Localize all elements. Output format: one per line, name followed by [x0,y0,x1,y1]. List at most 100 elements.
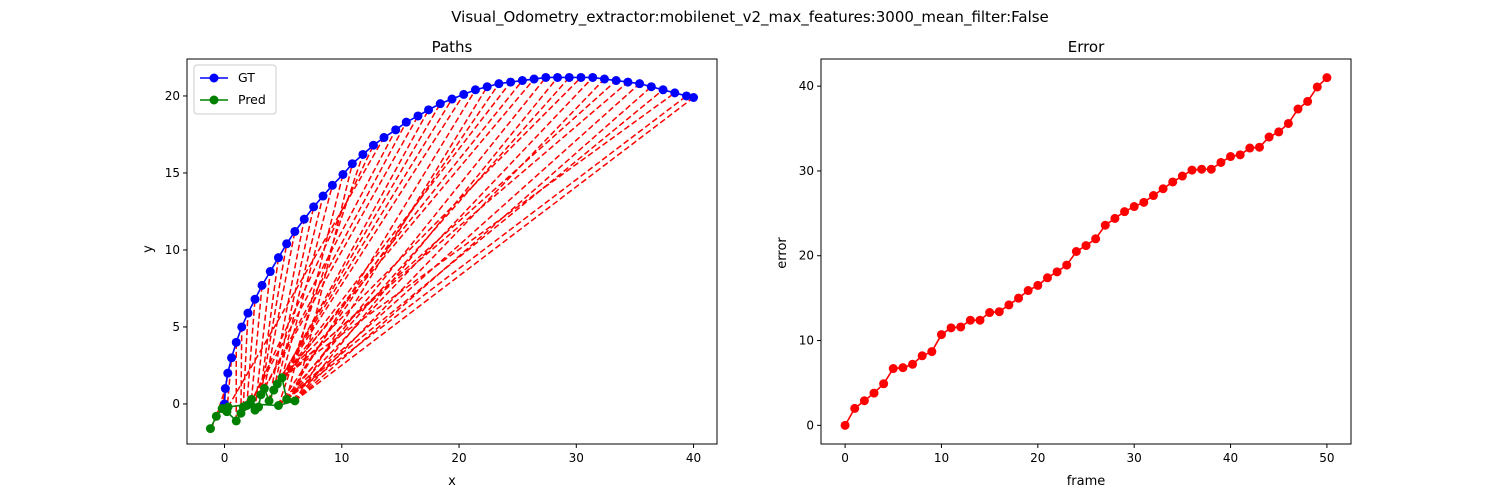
series-point-0 [840,420,850,430]
series-point-0 [1062,260,1072,270]
series-point-0 [975,315,985,325]
error-connector-line [286,89,477,400]
paths-xlabel: x [448,474,456,489]
series-point-0 [1052,267,1062,277]
series-point-0 [1004,300,1014,310]
series-point-0 [1312,82,1322,92]
series-point-0 [368,140,378,150]
error-connector-line [294,96,695,402]
series-point-0 [1071,247,1081,256]
series-point-0 [1293,104,1303,114]
error-connector-line [294,78,605,402]
series-point-0 [682,91,692,101]
x-tick-label: 40 [686,451,701,465]
paths-axes: Paths 0 10 20 30 40 0 5 10 15 20 x y GT Pred [141,38,718,489]
series-point-1 [205,424,215,434]
series-point-0 [1254,142,1264,152]
y-tick-label: 30 [799,164,814,178]
y-tick-label: 0 [172,397,180,411]
error-connector-line [260,243,288,395]
series-point-0 [529,74,539,84]
y-tick-label: 10 [799,334,814,348]
series-point-0 [1120,207,1130,217]
series-point-1 [254,402,264,412]
error-connector-line [286,77,547,400]
x-tick-label: 30 [1127,451,1142,465]
paths-legend: GT Pred [193,64,277,115]
series-point-0 [541,72,551,82]
series-point-0 [379,133,389,143]
series-point-0 [1081,241,1091,251]
series-point-0 [1235,150,1245,160]
series-point-0 [859,396,869,406]
series-point-0 [413,111,423,121]
series-point-0 [1303,96,1313,106]
error-connector-line [250,285,263,400]
series-point-0 [231,337,241,347]
series-point-0 [1264,132,1274,142]
x-tick-label: 30 [569,451,584,465]
series-point-0 [1322,73,1332,83]
error-connector-line [240,326,243,414]
series-point-1 [245,399,255,409]
series-point-0 [1033,280,1043,290]
series-point-0 [391,125,401,135]
error-ylabel: error [775,237,790,269]
x-tick-label: 0 [221,451,229,465]
y-tick-label: 20 [165,89,180,103]
series-point-0 [611,76,621,86]
series-point-0 [1014,293,1024,303]
series-point-0 [250,294,260,304]
series-point-0 [1197,164,1207,174]
error-connector-line [268,109,430,402]
series-point-0 [506,77,516,87]
series-point-0 [1216,157,1226,167]
series-point-0 [1245,143,1255,153]
series-point-0 [1168,177,1178,187]
series-point-0 [646,82,656,92]
series-point-0 [243,308,253,318]
series-point-0 [517,76,527,86]
series-point-1 [277,373,287,383]
series-point-1 [259,384,269,394]
series-point-0 [635,79,645,89]
y-tick-label: 40 [799,79,814,93]
series-point-0 [1148,191,1158,201]
y-tick-label: 5 [172,320,180,334]
series-point-0 [850,403,860,413]
paths-ticks: 0 10 20 30 40 0 5 10 15 20 [165,89,701,465]
series-point-0 [1042,273,1052,283]
series-point-0 [956,322,966,332]
series-point-0 [358,149,368,159]
series-point-0 [290,226,300,236]
y-tick-label: 10 [165,243,180,257]
series-point-0 [599,74,609,84]
error-connector-line [263,115,419,389]
error-axes: Error 0 10 20 30 40 50 0 10 20 30 40 frame error [775,38,1352,489]
error-connector-line [294,77,559,402]
y-tick-label: 20 [799,249,814,263]
series-point-0 [482,82,492,92]
error-axes-frame [820,58,1352,445]
error-connector-line [227,137,385,408]
y-tick-label: 0 [806,418,814,432]
series-point-0 [227,353,237,363]
series-point-0 [985,308,995,318]
paths-ylabel: y [141,245,156,253]
error-connector-line [276,98,453,385]
series-point-0 [588,72,598,82]
paths-axes-frame [186,58,718,445]
series-point-1 [282,394,292,404]
error-connector-line [281,185,334,378]
series-point-0 [1158,184,1168,194]
series-point-0 [424,105,434,115]
error-connector-line [242,313,249,408]
series-point-0 [265,267,275,277]
series-point-0 [470,85,480,95]
series-point-0 [553,72,563,82]
series-point-0 [273,253,283,263]
x-tick-label: 40 [1223,451,1238,465]
series-point-0 [1110,213,1120,223]
y-tick-label: 15 [165,166,180,180]
